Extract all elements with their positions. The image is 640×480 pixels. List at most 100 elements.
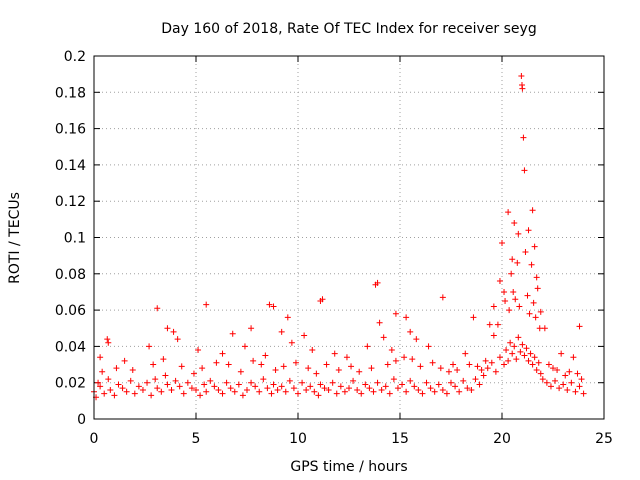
data-point (358, 390, 365, 397)
y-axis-label: ROTI / TECUs (7, 192, 23, 284)
data-point (219, 390, 226, 397)
data-point (470, 314, 477, 321)
data-point (154, 385, 161, 392)
data-point (144, 379, 151, 386)
data-point (197, 392, 204, 399)
data-point (235, 381, 242, 388)
data-point (401, 354, 408, 361)
data-point (384, 361, 391, 368)
data-point (292, 359, 299, 366)
data-point (492, 368, 499, 375)
y-tick-label: 0.04 (55, 339, 86, 355)
data-point (529, 361, 536, 368)
chart-title: Day 160 of 2018, Rate Of TEC Index for r… (161, 21, 536, 37)
data-point (452, 383, 459, 390)
data-point (201, 381, 208, 388)
data-point (528, 261, 535, 268)
data-point (286, 377, 293, 384)
x-tick-label: 10 (289, 431, 307, 447)
data-point (231, 388, 238, 395)
data-point (509, 350, 516, 357)
data-point (248, 379, 255, 386)
data-point (443, 390, 450, 397)
y-tick-label: 0.18 (55, 85, 86, 101)
data-point (260, 376, 267, 383)
data-point (378, 386, 385, 393)
data-point (464, 385, 471, 392)
data-point (478, 366, 485, 373)
data-point (496, 354, 503, 361)
data-point (105, 339, 112, 346)
data-point (521, 167, 528, 174)
data-point (409, 356, 416, 363)
data-point (547, 383, 554, 390)
data-point (435, 381, 442, 388)
data-point (560, 381, 567, 388)
data-point (374, 379, 381, 386)
data-point (514, 259, 521, 266)
data-point (203, 388, 210, 395)
x-tick-label: 5 (192, 431, 201, 447)
data-point (203, 301, 210, 308)
data-point (199, 365, 206, 372)
data-point (413, 336, 420, 343)
data-point (403, 388, 410, 395)
data-point (172, 377, 179, 384)
data-point (244, 386, 250, 393)
data-point (101, 390, 108, 397)
data-point (97, 354, 104, 361)
data-point (558, 350, 565, 357)
data-point (521, 352, 528, 359)
data-point (284, 314, 291, 321)
grid-layer (94, 56, 604, 419)
data-point (533, 274, 540, 281)
data-point (164, 381, 171, 388)
data-point (323, 361, 330, 368)
data-point (484, 365, 491, 372)
data-point (403, 314, 410, 321)
data-point (127, 377, 134, 384)
data-point (576, 383, 583, 390)
data-point (511, 343, 518, 350)
data-point (476, 381, 483, 388)
data-point (517, 348, 524, 355)
data-point (333, 390, 340, 397)
y-tick-label: 0.06 (55, 303, 86, 319)
data-point (507, 339, 514, 346)
data-point (301, 332, 308, 339)
data-point (425, 343, 432, 350)
data-point (439, 294, 446, 301)
data-point (113, 365, 120, 372)
data-point (537, 308, 544, 315)
data-point (445, 368, 452, 375)
data-point (207, 377, 214, 384)
data-point (576, 323, 583, 330)
data-point (335, 366, 342, 373)
data-point (522, 249, 529, 256)
data-point (305, 365, 312, 372)
y-tick-label: 0.02 (55, 376, 86, 392)
x-tick-label: 15 (391, 431, 409, 447)
data-point (309, 347, 316, 354)
data-point (490, 332, 497, 339)
data-point (392, 357, 399, 364)
data-point (466, 361, 473, 368)
data-point (423, 379, 430, 386)
data-point (437, 365, 444, 372)
data-point (164, 325, 171, 332)
data-point (288, 339, 295, 346)
data-points (91, 72, 587, 401)
data-point (258, 361, 265, 368)
data-point (160, 356, 167, 363)
data-point (252, 383, 259, 390)
data-point (152, 376, 159, 383)
data-point (139, 386, 146, 393)
y-tick-label: 0.2 (64, 49, 86, 65)
data-point (135, 383, 142, 390)
data-point (527, 350, 534, 357)
data-point (530, 299, 537, 306)
data-point (496, 278, 503, 285)
data-point (348, 363, 355, 370)
data-point (580, 390, 587, 397)
data-point (162, 372, 169, 379)
